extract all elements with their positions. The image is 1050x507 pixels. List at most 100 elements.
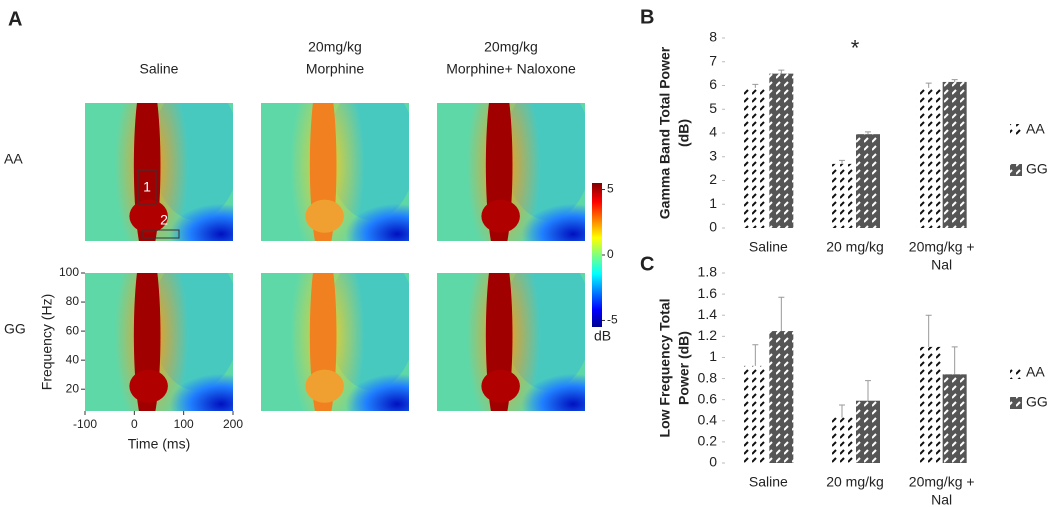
heatmap-core-base	[305, 369, 344, 403]
colorbar-tick-label: 5	[607, 182, 614, 196]
heatmap-cell	[437, 103, 585, 241]
y-axis-label: Power (dB)	[676, 331, 692, 405]
error-bar	[778, 69, 785, 74]
heatmap-core	[133, 103, 161, 241]
column-title: 20mg/kg	[484, 39, 538, 55]
annotation-box	[142, 229, 180, 239]
y-tick-label: 100	[59, 265, 79, 279]
legend-label: AA	[1026, 364, 1045, 380]
bar	[743, 87, 768, 228]
heatmap-cell	[261, 273, 409, 411]
heatmap-core-base	[481, 369, 520, 403]
bar	[856, 134, 880, 228]
heatmap-core	[485, 103, 513, 241]
y-axis-label: Low Frequency Total	[657, 299, 673, 438]
heatmap-cold	[345, 373, 409, 411]
column-title: Morphine+ Naloxone	[446, 61, 576, 77]
colorbar	[592, 183, 602, 327]
heatmap-cold	[521, 373, 585, 411]
heatmap-cell	[437, 273, 585, 411]
y-axis-label: Frequency (Hz)	[39, 294, 55, 390]
y-tick-label: 1	[709, 195, 717, 211]
y-tick-label: 0	[709, 219, 717, 235]
y-tick-label: 8	[709, 29, 717, 45]
row-label: GG	[4, 321, 26, 337]
x-tick-label: Saline	[749, 474, 788, 490]
annotation-box	[137, 169, 157, 205]
heatmap-core	[485, 273, 513, 411]
heatmap-cold	[169, 203, 233, 241]
error-bar	[839, 404, 845, 418]
legend-label: GG	[1026, 394, 1048, 410]
column-title: Saline	[140, 61, 179, 77]
error-bar	[925, 314, 932, 347]
error-bar	[752, 83, 759, 88]
annotation: 2	[160, 212, 168, 228]
x-tick-label: 20 mg/kg	[826, 239, 884, 255]
bar	[942, 81, 967, 228]
error-bar	[865, 131, 871, 135]
heatmap-core	[309, 273, 337, 411]
x-tick-label: 0	[131, 417, 138, 431]
legend-swatch	[1010, 164, 1022, 176]
panel-label: B	[640, 6, 654, 28]
heatmap-cell	[85, 103, 233, 241]
bar	[916, 346, 941, 463]
x-tick-label: Nal	[931, 257, 952, 273]
colorbar-tick-label: -5	[607, 313, 618, 327]
y-tick-label: 6	[709, 76, 717, 92]
heatmap-cold	[345, 203, 409, 241]
heatmap-core-base	[305, 199, 344, 233]
x-axis-label: Time (ms)	[128, 436, 190, 452]
heatmap-core	[133, 273, 161, 411]
heatmap-cold	[169, 373, 233, 411]
column-title: Morphine	[306, 61, 365, 77]
panel-label: C	[640, 253, 654, 275]
bar	[856, 400, 880, 463]
x-tick-label: 20 mg/kg	[826, 474, 884, 490]
colorbar-tick-label: 0	[607, 247, 614, 261]
y-axis-label: Gamma Band Total Power	[657, 46, 673, 219]
y-tick-label: 0.8	[698, 369, 718, 385]
y-tick-label: 0.2	[698, 433, 718, 449]
annotation: 1	[143, 179, 151, 195]
y-tick-label: 1.2	[698, 327, 718, 343]
y-tick-label: 1	[709, 348, 717, 364]
heatmap-cell	[85, 273, 233, 411]
y-tick-label: 1.8	[698, 264, 718, 280]
heatmap-core-base	[129, 199, 168, 233]
column-title: 20mg/kg	[308, 39, 362, 55]
x-tick-label: Nal	[931, 492, 952, 507]
y-tick-label: 0	[709, 454, 717, 470]
bar	[916, 87, 941, 228]
error-bar	[752, 344, 759, 366]
heatmap-cell	[261, 103, 409, 241]
error-bar	[778, 296, 785, 332]
y-tick-label: 4	[709, 124, 717, 140]
bar	[769, 331, 794, 463]
y-tick-label: 20	[66, 381, 80, 395]
error-bar	[925, 82, 932, 88]
bar	[769, 73, 794, 228]
y-axis-label: (dB)	[676, 119, 692, 147]
bar	[830, 163, 854, 228]
x-tick-label: -100	[73, 417, 97, 431]
y-tick-label: 5	[709, 100, 717, 116]
y-tick-label: 1.4	[698, 306, 718, 322]
annotation: *	[851, 36, 860, 61]
error-bar	[839, 159, 845, 164]
x-tick-label: 20mg/kg +	[909, 239, 975, 255]
x-tick-label: 20mg/kg +	[909, 474, 975, 490]
x-tick-label: Saline	[749, 239, 788, 255]
legend-swatch	[1010, 397, 1022, 409]
colorbar-label: dB	[594, 328, 611, 344]
bar	[743, 365, 768, 463]
legend-swatch	[1010, 367, 1022, 379]
x-tick-label: 100	[174, 417, 194, 431]
legend-swatch	[1010, 124, 1022, 136]
y-tick-label: 3	[709, 147, 717, 163]
bar	[942, 374, 967, 463]
error-bar	[865, 380, 871, 401]
y-tick-label: 0.6	[698, 390, 718, 406]
